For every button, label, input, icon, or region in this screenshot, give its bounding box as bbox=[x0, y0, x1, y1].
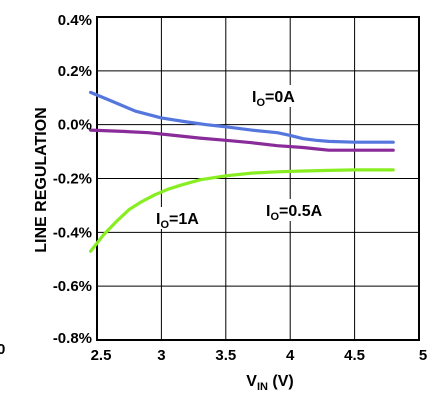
y-axis-title: LINE REGULATION bbox=[33, 107, 50, 252]
series-label-io-1a-suffix: =1A bbox=[169, 211, 199, 228]
stray-left-label: 0 bbox=[0, 341, 5, 358]
series-label-io-0a-main: I bbox=[252, 89, 256, 106]
plot-frame bbox=[96, 16, 420, 341]
y-tick-label: 0.4% bbox=[58, 12, 92, 29]
series-label-io-1a: IO=1A bbox=[154, 207, 224, 231]
series-line-1 bbox=[88, 128, 395, 152]
series-label-io-1a-sub: O bbox=[160, 219, 169, 231]
svg-text:IO=0A: IO=0A bbox=[252, 89, 295, 109]
y-tick-label: -0.8% bbox=[53, 330, 92, 347]
x-axis-title-sub: IN bbox=[257, 381, 268, 393]
y-tick-label: 0.2% bbox=[58, 63, 92, 80]
series-label-io-0a-bg bbox=[249, 85, 319, 107]
series-label-io-0-5a-bg bbox=[263, 199, 352, 221]
x-tick-label: 3 bbox=[157, 347, 165, 364]
svg-text:IO=1A: IO=1A bbox=[156, 211, 199, 231]
x-tick-label: 4.5 bbox=[344, 347, 365, 364]
series-label-io-0-5a-suffix: =0.5A bbox=[279, 203, 323, 220]
x-tick-label: 4 bbox=[286, 347, 295, 364]
x-axis-title: VIN (V) bbox=[246, 373, 293, 393]
series-label-io-1a-main: I bbox=[156, 211, 160, 228]
series-label-io-0a: IO=0A bbox=[249, 85, 319, 109]
series-line-0 bbox=[88, 90, 395, 144]
series-label-io-0-5a-main: I bbox=[266, 203, 270, 220]
series-label-io-0-5a: IO=0.5A bbox=[263, 199, 352, 223]
x-tick-label: 3.5 bbox=[215, 347, 236, 364]
y-tick-label: -0.6% bbox=[53, 278, 92, 295]
series-layer bbox=[88, 90, 395, 253]
series-line-2 bbox=[88, 168, 395, 253]
tick-labels: 2.5 3 3.5 4 4.5 5 0.4% 0.2% 0.0% -0.2% -0.4% -0.6% -… bbox=[53, 12, 427, 364]
x-tick-label: 2.5 bbox=[91, 347, 112, 364]
x-axis-title-suffix: (V) bbox=[268, 373, 294, 390]
series-label-io-0-5a-sub: O bbox=[270, 211, 279, 223]
svg-text:IO=0.5A: IO=0.5A bbox=[266, 203, 323, 223]
series-label-io-1a-bg bbox=[154, 207, 224, 229]
grid-lines bbox=[97, 17, 419, 340]
x-axis-title-main: V bbox=[246, 373, 257, 390]
y-tick-label: -0.4% bbox=[53, 224, 92, 241]
series-label-io-0a-sub: O bbox=[256, 97, 265, 109]
series-label-io-0a-suffix: =0A bbox=[265, 89, 295, 106]
y-tick-label: 0.0% bbox=[58, 117, 92, 134]
x-tick-label: 5 bbox=[419, 347, 427, 364]
y-tick-label: -0.2% bbox=[53, 171, 92, 188]
